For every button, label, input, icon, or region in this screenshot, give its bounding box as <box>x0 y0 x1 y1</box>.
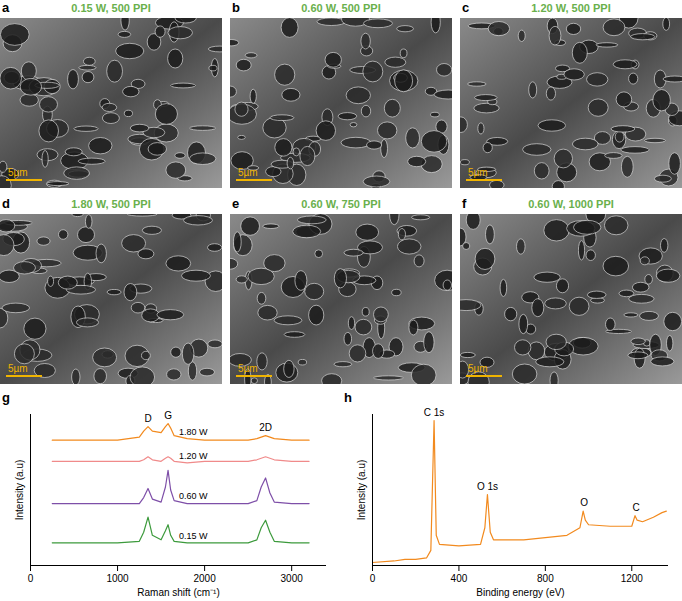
html-text:1.80 W, 500 PPI: 1.80 W, 500 PPI <box>71 198 151 210</box>
svg-text:1.20 W: 1.20 W <box>179 451 208 461</box>
html-text:1.20 W, 500 PPI: 1.20 W, 500 PPI <box>531 2 611 14</box>
svg-text:5µm: 5µm <box>238 167 258 178</box>
svg-text:G: G <box>164 410 172 421</box>
svg-text:3000: 3000 <box>281 573 304 584</box>
svg-text:800: 800 <box>537 573 554 584</box>
svg-text:5µm: 5µm <box>238 363 258 374</box>
svg-text:Raman shift (cm⁻¹): Raman shift (cm⁻¹) <box>137 587 219 598</box>
svg-text:2D: 2D <box>259 422 272 433</box>
html-text:h: h <box>344 390 352 405</box>
svg-text:O 1s: O 1s <box>477 481 498 492</box>
svg-text:5µm: 5µm <box>8 363 28 374</box>
svg-text:C: C <box>632 502 639 513</box>
svg-text:2000: 2000 <box>193 573 216 584</box>
html-text:e: e <box>232 196 240 211</box>
html-text:c: c <box>462 0 470 15</box>
html-text:f: f <box>462 196 467 211</box>
svg-text:5µm: 5µm <box>468 363 488 374</box>
svg-text:C 1s: C 1s <box>424 407 445 418</box>
html-text:d: d <box>2 196 10 211</box>
svg-text:5µm: 5µm <box>8 167 28 178</box>
html-text:b: b <box>232 0 240 15</box>
svg-text:0: 0 <box>370 573 376 584</box>
svg-text:D: D <box>144 413 151 424</box>
svg-text:O: O <box>580 497 588 508</box>
html-text:Intensity (a.u): Intensity (a.u) <box>356 459 367 520</box>
html-text:Intensity (a.u): Intensity (a.u) <box>14 459 25 520</box>
svg-text:400: 400 <box>451 573 468 584</box>
svg-text:1000: 1000 <box>106 573 129 584</box>
svg-text:0.15 W: 0.15 W <box>179 531 208 541</box>
svg-text:0.60 W: 0.60 W <box>179 491 208 501</box>
svg-text:0: 0 <box>28 573 34 584</box>
svg-text:1.80 W: 1.80 W <box>179 427 208 437</box>
svg-text:5µm: 5µm <box>468 167 488 178</box>
html-text:0.60 W, 500 PPI: 0.60 W, 500 PPI <box>301 2 381 14</box>
html-text:g: g <box>2 390 10 405</box>
html-text:0.15 W, 500 PPI: 0.15 W, 500 PPI <box>71 2 151 14</box>
html-text:a: a <box>2 0 10 15</box>
html-text:0.60 W, 750 PPI: 0.60 W, 750 PPI <box>301 198 381 210</box>
html-text:0.60 W, 1000 PPI: 0.60 W, 1000 PPI <box>528 198 614 210</box>
svg-text:Binding energy (eV): Binding energy (eV) <box>476 587 564 598</box>
svg-text:1200: 1200 <box>621 573 644 584</box>
